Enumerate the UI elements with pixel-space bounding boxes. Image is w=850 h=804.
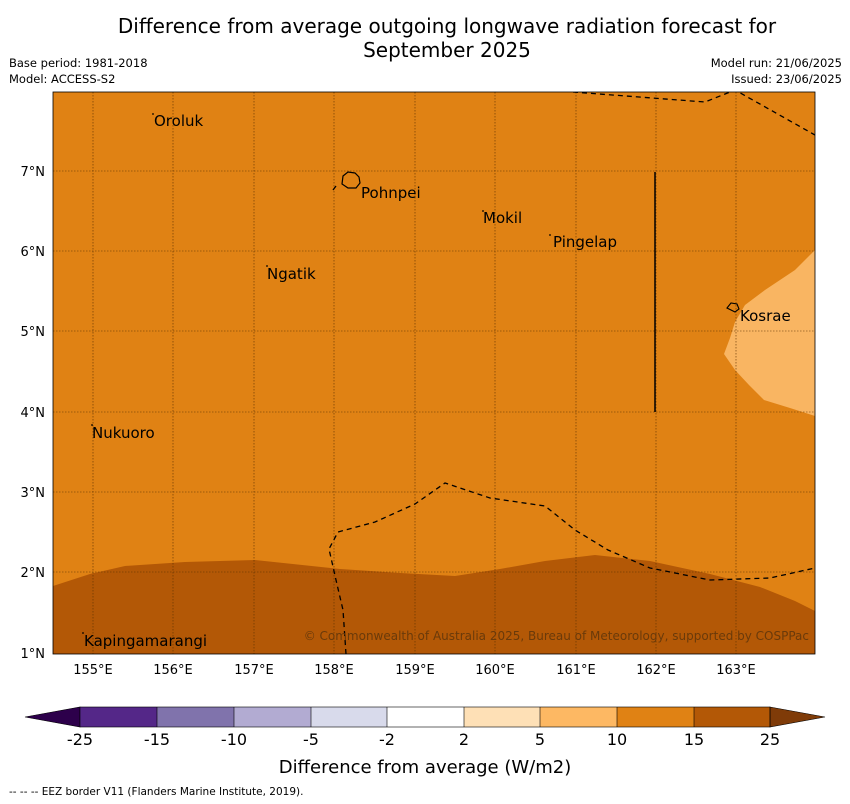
lat-tick-6N: 6°N <box>21 245 46 260</box>
cb-tick-5: 2 <box>459 730 469 749</box>
lat-tick-2N: 2°N <box>21 566 46 581</box>
cb-tick-1: -15 <box>144 730 170 749</box>
lon-tick-156E: 156°E <box>153 663 193 678</box>
lon-tick-158E: 158°E <box>314 663 354 678</box>
pohnpei-island <box>341 171 361 189</box>
cb-tick-2: -10 <box>221 730 247 749</box>
colorbar-extend-high <box>769 706 826 728</box>
lat-tick-4N: 4°N <box>21 406 46 421</box>
cb-tick-6: 5 <box>535 730 545 749</box>
colorbar-label: Difference from average (W/m2) <box>278 757 572 778</box>
lat-tick-7N: 7°N <box>21 165 46 180</box>
title-line-1: Difference from average outgoing longwav… <box>117 14 777 38</box>
lon-axis-labels: 155°E 156°E 157°E 158°E 159°E 160°E 161°… <box>73 663 756 678</box>
lat-tick-3N: 3°N <box>21 486 46 501</box>
label-ngatik: Ngatik <box>267 265 316 283</box>
base-period: Base period: 1981-2018 <box>9 56 148 70</box>
cb-tick-3: -5 <box>303 730 319 749</box>
eez-footnote: -- -- -- EEZ border V11 (Flanders Marine… <box>9 786 304 798</box>
issued-date: Issued: 23/06/2025 <box>731 72 842 86</box>
colorbar-seg-8 <box>617 707 694 727</box>
cb-tick-7: 10 <box>607 730 627 749</box>
lat-tick-1N: 1°N <box>21 647 46 662</box>
model-name: Model: ACCESS-S2 <box>9 72 116 86</box>
lat-tick-5N: 5°N <box>21 325 46 340</box>
model-run: Model run: 21/06/2025 <box>710 56 842 70</box>
copyright-text: © Commonwealth of Australia 2025, Bureau… <box>304 629 809 643</box>
meta-right: Model run: 21/06/2025 Issued: 23/06/2025 <box>711 55 842 87</box>
band-10-15-fill <box>53 92 815 654</box>
label-oroluk: Oroluk <box>154 112 203 130</box>
cb-tick-0: -25 <box>67 730 93 749</box>
lon-tick-161E: 161°E <box>556 663 596 678</box>
label-pingelap: Pingelap <box>553 233 617 251</box>
label-pohnpei: Pohnpei <box>361 184 421 202</box>
colorbar-seg-4 <box>311 707 387 727</box>
label-nukuoro: Nukuoro <box>92 424 155 442</box>
lat-axis-labels: 1°N 2°N 3°N 4°N 5°N 6°N 7°N <box>21 165 46 662</box>
title-line-2: September 2025 <box>363 38 531 62</box>
lon-tick-155E: 155°E <box>73 663 113 678</box>
colorbar-seg-3 <box>234 707 311 727</box>
colorbar-seg-2 <box>157 707 234 727</box>
place-labels: Oroluk Pohnpei Mokil Pingelap Ngatik Kos… <box>84 112 791 650</box>
colorbar-ticks: -25 -15 -10 -5 -2 2 5 10 15 25 <box>67 730 780 749</box>
colorbar-seg-9 <box>694 707 770 727</box>
lon-tick-163E: 163°E <box>716 663 756 678</box>
lon-tick-160E: 160°E <box>475 663 515 678</box>
label-mokil: Mokil <box>483 209 522 227</box>
cb-tick-8: 15 <box>684 730 704 749</box>
colorbar: -25 -15 -10 -5 -2 2 5 10 15 25 <box>24 706 826 749</box>
colorbar-seg-6 <box>464 707 540 727</box>
colorbar-frame <box>79 706 771 728</box>
colorbar-seg-7 <box>540 707 617 727</box>
lon-tick-159E: 159°E <box>395 663 435 678</box>
graticule <box>53 92 815 654</box>
label-kapingamarangi: Kapingamarangi <box>84 632 207 650</box>
lon-tick-157E: 157°E <box>234 663 274 678</box>
island-dots <box>82 113 551 634</box>
colorbar-seg-5 <box>387 707 464 727</box>
cb-tick-9: 25 <box>760 730 780 749</box>
kosrae-island <box>726 302 740 313</box>
eez-border <box>328 92 815 654</box>
label-kosrae: Kosrae <box>740 307 791 325</box>
band-15-25-fill <box>53 555 815 654</box>
cb-tick-4: -2 <box>379 730 395 749</box>
map-frame <box>52 91 816 655</box>
colorbar-extend-low <box>24 706 81 728</box>
chart-title: Difference from average outgoing longwav… <box>0 14 850 62</box>
lon-tick-162E: 162°E <box>636 663 676 678</box>
colorbar-seg-1 <box>80 707 157 727</box>
band-5-10-fill <box>724 250 815 416</box>
meta-left: Base period: 1981-2018 Model: ACCESS-S2 <box>9 55 148 87</box>
